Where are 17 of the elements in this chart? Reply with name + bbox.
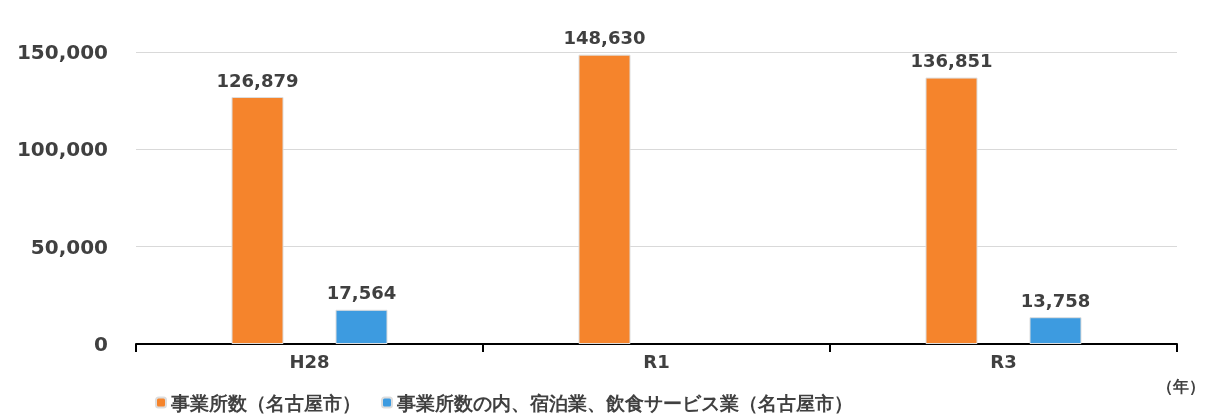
x-tick-label: R1 bbox=[643, 350, 670, 372]
data-label: 13,758 bbox=[1020, 289, 1091, 311]
y-tick-label: 150,000 bbox=[16, 40, 108, 64]
bar bbox=[1029, 317, 1082, 344]
legend-label: 事業所数（名古屋市） bbox=[170, 391, 361, 414]
x-tick-label: H28 bbox=[289, 350, 330, 372]
y-tick-label: 100,000 bbox=[16, 137, 108, 162]
y-tick-label: 0 bbox=[94, 332, 108, 356]
y-tick-label: 50,000 bbox=[30, 234, 108, 259]
data-label: 136,851 bbox=[910, 50, 993, 72]
legend-label: 事業所数の内、宿泊業、飲食サービス業（名古屋市） bbox=[396, 391, 853, 414]
x-tick-label: R3 bbox=[990, 350, 1017, 372]
data-label: 126,879 bbox=[216, 69, 299, 91]
data-label: 17,564 bbox=[326, 282, 397, 304]
bar bbox=[335, 309, 388, 344]
data-label: 148,630 bbox=[563, 27, 646, 49]
x-axis-title: （年） bbox=[1157, 376, 1205, 396]
